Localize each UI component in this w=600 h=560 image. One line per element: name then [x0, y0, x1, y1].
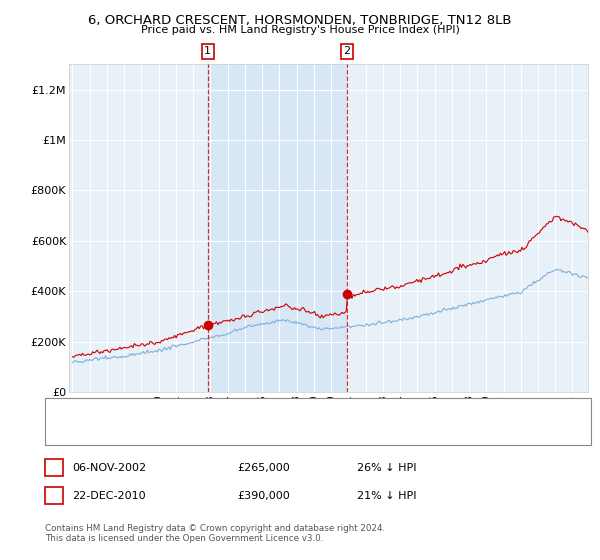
Text: 06-NOV-2002: 06-NOV-2002 — [72, 463, 146, 473]
Text: Price paid vs. HM Land Registry's House Price Index (HPI): Price paid vs. HM Land Registry's House … — [140, 25, 460, 35]
Text: 1: 1 — [50, 463, 58, 473]
Text: £390,000: £390,000 — [237, 491, 290, 501]
Text: 1: 1 — [205, 46, 211, 57]
Text: 6, ORCHARD CRESCENT, HORSMONDEN, TONBRIDGE, TN12 8LB (detached house): 6, ORCHARD CRESCENT, HORSMONDEN, TONBRID… — [83, 407, 472, 416]
Text: 22-DEC-2010: 22-DEC-2010 — [72, 491, 146, 501]
Text: HPI: Average price, detached house, Tunbridge Wells: HPI: Average price, detached house, Tunb… — [83, 429, 334, 438]
Text: 21% ↓ HPI: 21% ↓ HPI — [357, 491, 416, 501]
Text: 2: 2 — [343, 46, 350, 57]
Text: 26% ↓ HPI: 26% ↓ HPI — [357, 463, 416, 473]
Text: 2: 2 — [50, 491, 58, 501]
Text: £265,000: £265,000 — [237, 463, 290, 473]
Text: 6, ORCHARD CRESCENT, HORSMONDEN, TONBRIDGE, TN12 8LB: 6, ORCHARD CRESCENT, HORSMONDEN, TONBRID… — [88, 14, 512, 27]
Bar — [208, 64, 347, 392]
Text: Contains HM Land Registry data © Crown copyright and database right 2024.
This d: Contains HM Land Registry data © Crown c… — [45, 524, 385, 543]
